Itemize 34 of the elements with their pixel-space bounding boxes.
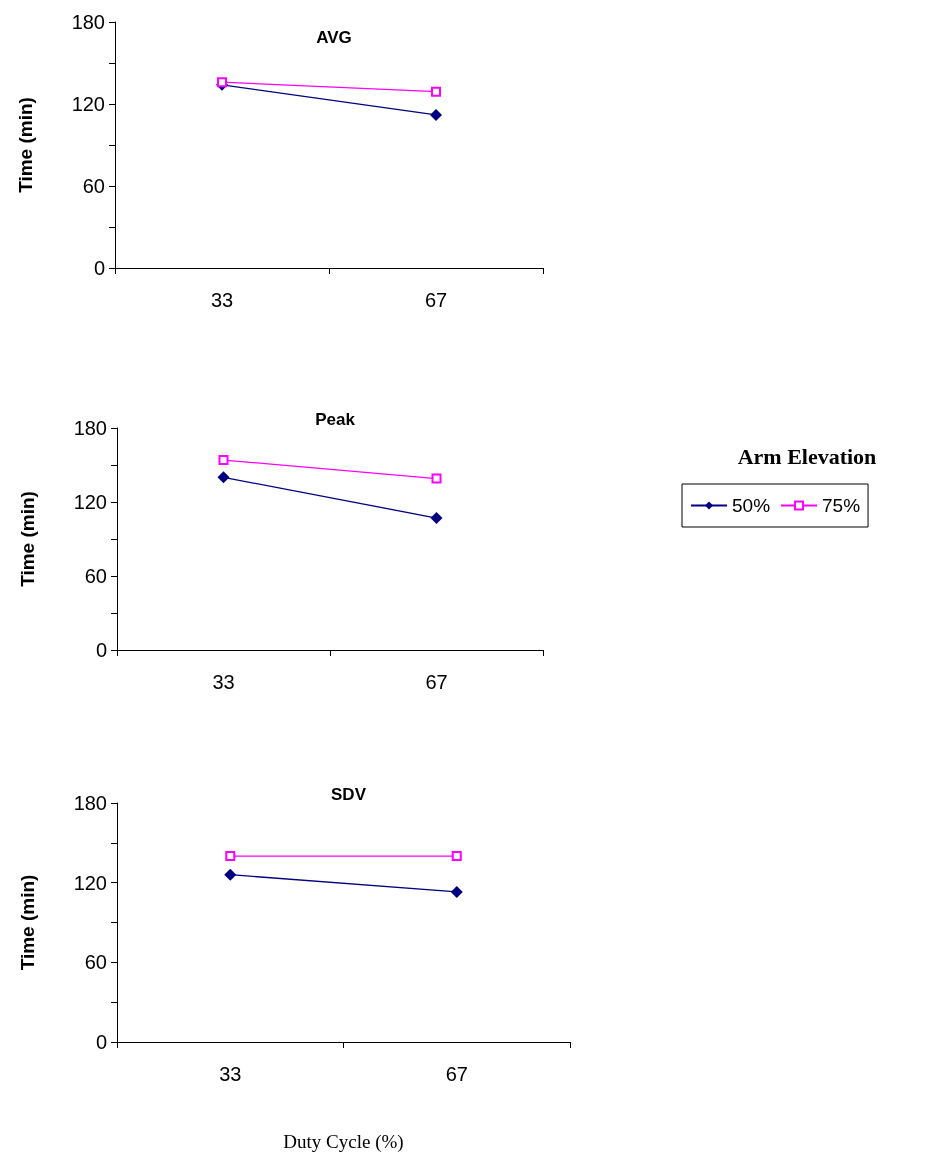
point <box>430 512 443 525</box>
y-tick-label: 120 <box>71 93 105 115</box>
y-tick-label: 180 <box>71 11 105 33</box>
y-tick-label: 120 <box>73 871 107 894</box>
point <box>217 471 230 484</box>
x-tick-label: 33 <box>210 289 234 311</box>
chart-title: SDV <box>331 785 367 804</box>
y-axis-title: Time (min) <box>17 491 38 587</box>
y-axis-title: Time (min) <box>15 97 36 193</box>
chart-title: Peak <box>315 410 356 429</box>
chart-title: AVG <box>316 28 352 47</box>
y-tick-label: 180 <box>73 417 107 439</box>
y-tick-label: 60 <box>84 565 107 587</box>
y-tick-label: 60 <box>84 951 107 974</box>
legend-label: 75% <box>822 495 861 516</box>
y-axis-title: Time (min) <box>17 874 38 971</box>
y-tick-label: 180 <box>73 792 107 814</box>
point <box>218 455 229 466</box>
legend-title: Arm Elevation <box>737 443 877 469</box>
x-axis-title: Duty Cycle (%) <box>283 1131 404 1153</box>
point <box>431 86 441 97</box>
point <box>431 473 442 484</box>
y-tick-label: 120 <box>73 491 107 513</box>
x-tick-label: 67 <box>445 1063 468 1085</box>
x-tick-label: 67 <box>425 671 448 693</box>
x-tick-label: 33 <box>219 1063 242 1085</box>
y-tick-label: 0 <box>95 639 107 661</box>
y-tick-label: 0 <box>95 1031 107 1053</box>
y-tick-label: 60 <box>82 175 105 197</box>
legend-label: 50% <box>732 495 771 516</box>
x-tick-label: 33 <box>212 671 235 693</box>
x-tick-label: 67 <box>424 289 448 311</box>
y-tick-label: 0 <box>93 257 105 279</box>
point <box>430 108 442 121</box>
